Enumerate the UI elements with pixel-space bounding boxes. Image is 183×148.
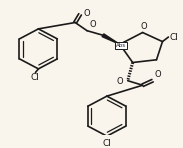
Text: O: O: [83, 9, 90, 18]
Text: Cl: Cl: [31, 73, 40, 82]
Text: O: O: [116, 77, 123, 86]
Text: Cl: Cl: [102, 139, 111, 148]
Text: O: O: [154, 70, 161, 79]
Polygon shape: [102, 34, 120, 44]
Text: Cl: Cl: [169, 33, 178, 42]
Text: O: O: [140, 22, 147, 31]
Text: Abs: Abs: [116, 43, 126, 48]
Text: O: O: [89, 20, 96, 29]
